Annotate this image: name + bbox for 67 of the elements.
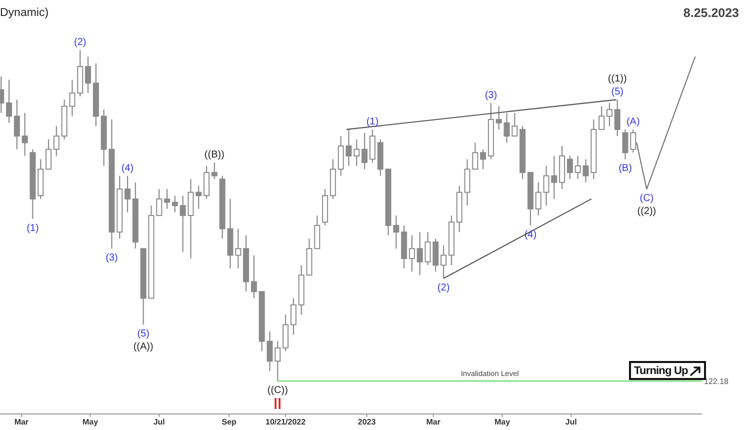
annotation: ((A)) <box>133 342 154 353</box>
annotation: (2) <box>74 37 86 48</box>
candlestick <box>46 138 52 170</box>
candlestick <box>472 142 478 170</box>
annotation: (C) <box>640 193 654 204</box>
candlestick <box>22 112 28 156</box>
annotation: Turning Up <box>634 364 688 376</box>
x-tick-label: Jul <box>153 418 165 427</box>
annotation: (5) <box>137 328 150 340</box>
candlestick <box>196 185 202 210</box>
candlestick <box>235 228 242 270</box>
candlestick <box>14 99 20 150</box>
candlestick <box>362 132 368 170</box>
candlestick <box>598 106 605 130</box>
annotation: (3) <box>484 90 498 101</box>
candlestick <box>6 79 12 124</box>
annotation: ((1)) <box>608 74 627 85</box>
candlestick <box>480 148 486 170</box>
candlestick <box>250 254 257 299</box>
candlestick <box>53 126 60 156</box>
candlestick <box>440 244 447 279</box>
candlestick <box>354 138 360 166</box>
badge: Turning Up <box>629 361 706 380</box>
x-tick-label: Mar <box>14 418 29 427</box>
annotation: 122.18 <box>704 377 730 386</box>
candlestick <box>282 314 289 352</box>
annotation: (2) <box>437 282 450 294</box>
annotation: (A) <box>626 116 640 128</box>
candlestick <box>164 188 170 210</box>
x-tick-label: May <box>494 418 511 427</box>
candlestick <box>606 102 612 127</box>
annotation: (B) <box>618 163 632 174</box>
chart-title: Dynamic) <box>0 7 49 19</box>
candlestick <box>393 214 400 250</box>
annotation: ((B)) <box>204 150 224 161</box>
candlestick <box>124 175 131 213</box>
candlestick <box>274 340 281 381</box>
annotation: (5) <box>611 86 624 98</box>
chart-subtitle: 8.25.2023 <box>683 6 739 20</box>
x-tick-label: May <box>82 418 99 427</box>
candlestick <box>85 56 92 94</box>
candlestick <box>614 99 620 137</box>
annotation: (3) <box>106 252 118 264</box>
candlestick <box>156 188 162 216</box>
x-tick-label: 2023 <box>358 418 376 427</box>
x-tick-label: Jul <box>565 418 577 427</box>
annotation: ((C)) <box>267 385 288 396</box>
x-tick-label: 10/21/2022 <box>266 418 306 427</box>
x-tick-label: Sep <box>222 418 237 427</box>
annotation: ((2)) <box>637 206 656 218</box>
candlestick <box>574 155 581 180</box>
candlestick <box>432 238 439 272</box>
candlestick <box>566 155 573 180</box>
candlestick <box>408 234 415 272</box>
annotation: (4) <box>121 162 134 174</box>
annotation: (1) <box>366 116 379 128</box>
candlestick <box>172 195 178 213</box>
candlestick <box>512 112 518 137</box>
candlestick <box>204 165 210 200</box>
candlestick <box>369 128 376 164</box>
x-tick-label: Mar <box>426 418 441 427</box>
candlestick <box>535 182 542 216</box>
candlestick <box>211 162 218 180</box>
annotation: (4) <box>524 229 537 240</box>
candlestick <box>290 298 296 336</box>
annotation: (1) <box>26 222 39 234</box>
candlestick <box>314 214 320 250</box>
